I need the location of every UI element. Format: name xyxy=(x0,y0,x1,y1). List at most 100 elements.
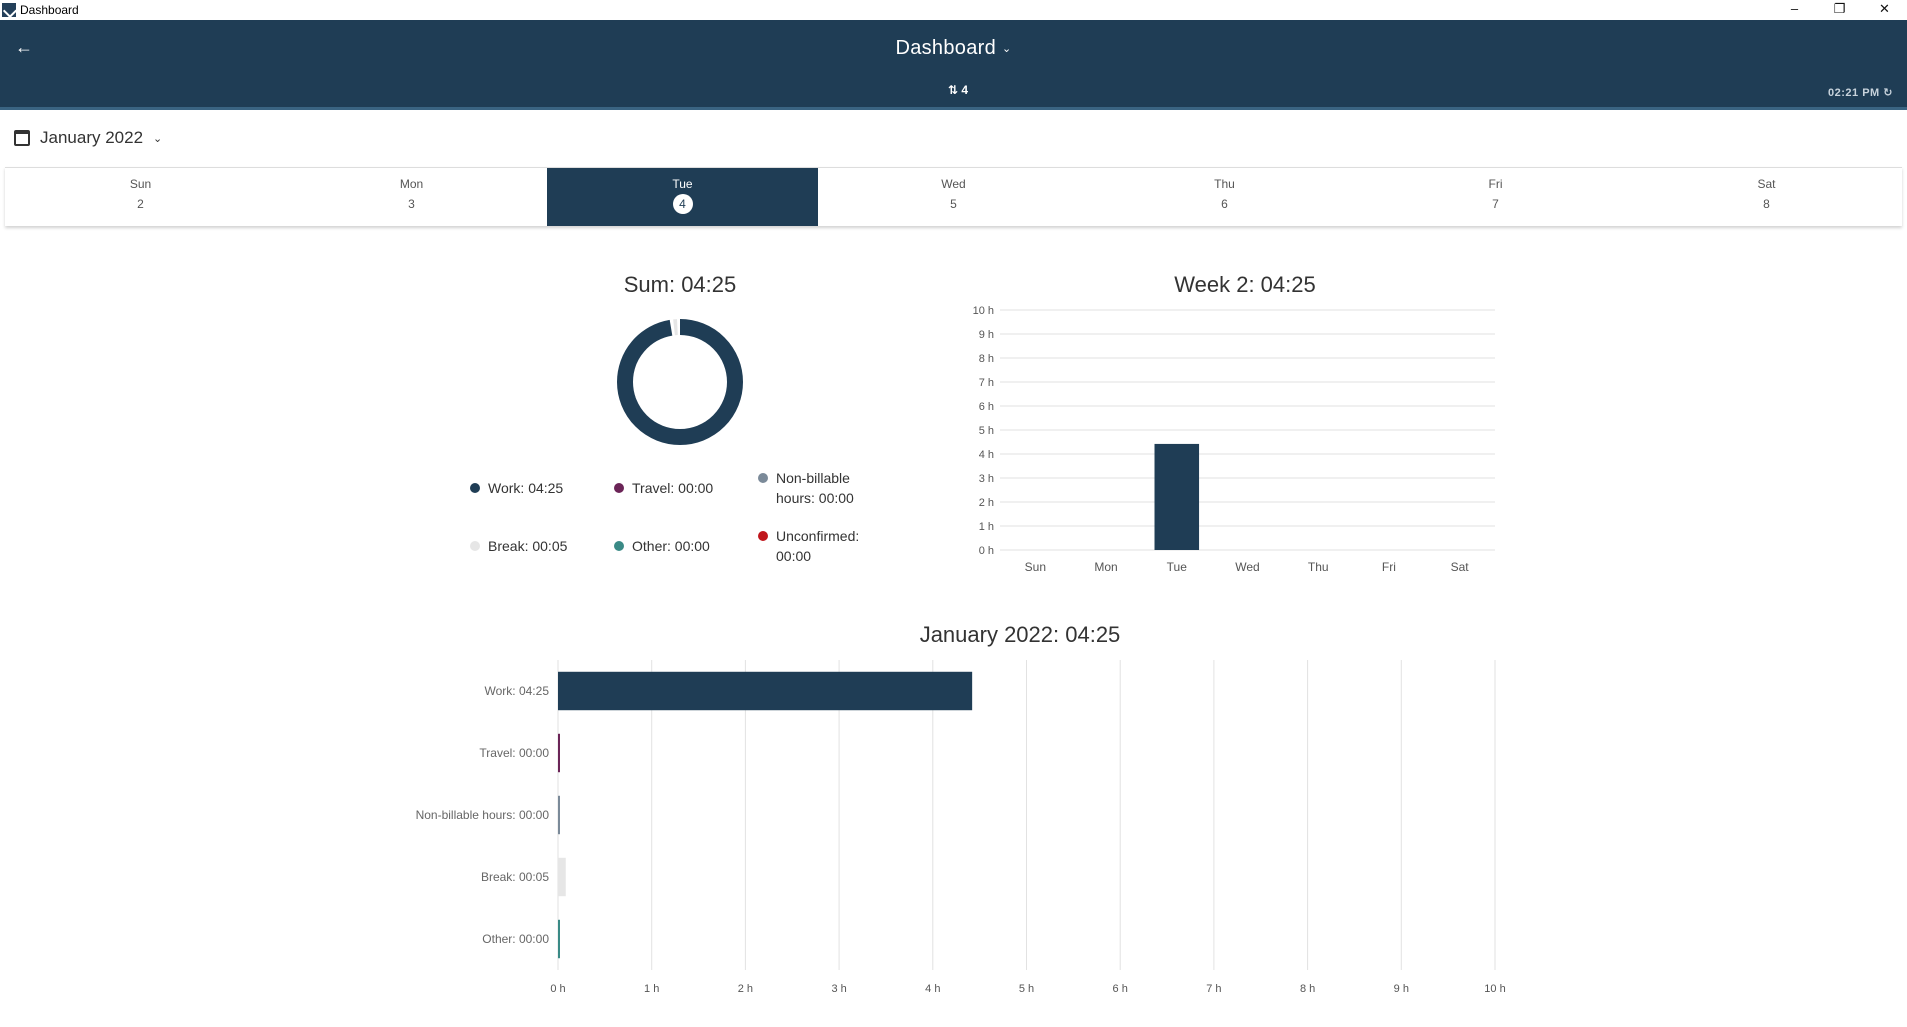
legend-label: Work: 04:25 xyxy=(488,480,564,496)
day-name: Wed xyxy=(941,177,966,191)
restore-button[interactable]: ❐ xyxy=(1833,1,1846,16)
x-tick-label: 4 h xyxy=(925,983,940,995)
app-header: ← Dashboard ⌄ ⇅ 4 02:21 PM ↻ xyxy=(0,20,1907,110)
sync-count: 4 xyxy=(961,83,969,97)
day-wed[interactable]: Wed 5 xyxy=(818,168,1089,226)
category-label: Break: 00:05 xyxy=(481,870,549,884)
legend-label: Non-billable hours: 00:00 xyxy=(776,470,854,506)
y-tick-label: 6 h xyxy=(979,401,994,413)
month-label: January 2022 xyxy=(40,128,144,147)
day-number: 5 xyxy=(950,197,957,211)
x-tick-label: 2 h xyxy=(738,983,753,995)
category-label: Other: 00:00 xyxy=(482,932,549,946)
minimize-button[interactable]: – xyxy=(1790,1,1799,16)
week-chart-title: Week 2: 04:25 xyxy=(1174,272,1316,297)
x-tick-label: Thu xyxy=(1308,560,1329,574)
y-tick-label: 1 h xyxy=(979,521,994,533)
y-tick-label: 7 h xyxy=(979,377,994,389)
legend-dot xyxy=(758,473,768,483)
legend-other: Other: 00:00 xyxy=(614,536,742,556)
x-tick-label: 0 h xyxy=(550,983,565,995)
x-tick-label: Tue xyxy=(1167,560,1188,574)
day-name: Sun xyxy=(129,177,152,191)
legend-label: Break: 00:05 xyxy=(488,538,568,554)
day-name: Tue xyxy=(672,177,693,191)
month-chart-title: January 2022: 04:25 xyxy=(919,622,1121,647)
month-bar-0[interactable] xyxy=(558,671,973,711)
month-horizontal-chart: 0 h 1 h 2 h 3 h 4 h 5 h 6 h 7 h 8 h 9 h 10 h Work: … xyxy=(416,660,1506,995)
clock-time: 02:21 PM xyxy=(1828,87,1880,99)
donut-slice-work xyxy=(617,319,743,445)
sync-status[interactable]: ⇅ 4 xyxy=(948,83,968,97)
x-tick-label: Sun xyxy=(1025,560,1046,574)
window-titlebar: Dashboard – ❐ ✕ xyxy=(0,0,1907,20)
category-label: Travel: 00:00 xyxy=(479,746,549,760)
x-tick-label: 5 h xyxy=(1019,983,1034,995)
legend-label: Unconfirmed: 00:00 xyxy=(776,528,860,564)
month-bar-2[interactable] xyxy=(558,795,560,835)
legend-travel: Travel: 00:00 xyxy=(614,478,742,498)
month-bar-4[interactable] xyxy=(558,919,560,959)
legend-work: Work: 04:25 xyxy=(470,478,598,498)
y-tick-label: 2 h xyxy=(979,497,994,509)
legend-dot xyxy=(614,541,624,551)
day-number: 3 xyxy=(408,197,415,211)
day-name: Fri xyxy=(1488,177,1503,191)
month-bar-3[interactable] xyxy=(558,857,566,897)
day-name: Thu xyxy=(1214,177,1235,191)
x-tick-label: 8 h xyxy=(1300,983,1315,995)
month-bar-1[interactable] xyxy=(558,733,560,773)
legend-label: Travel: 00:00 xyxy=(632,480,714,496)
day-fri[interactable]: Fri 7 xyxy=(1360,168,1631,226)
day-thu[interactable]: Thu 6 xyxy=(1089,168,1360,226)
calendar-icon xyxy=(14,130,30,146)
chevron-down-icon: ⌄ xyxy=(1002,43,1012,56)
y-tick-label: 10 h xyxy=(973,305,994,317)
y-tick-label: 4 h xyxy=(979,449,994,461)
day-sun[interactable]: Sun 2 xyxy=(5,168,276,226)
y-tick-label: 8 h xyxy=(979,353,994,365)
refresh-icon[interactable]: ↻ xyxy=(1883,87,1893,99)
week-bar-tue[interactable] xyxy=(1154,443,1200,550)
day-sat[interactable]: Sat 8 xyxy=(1631,168,1902,226)
week-bar-chart: 0 h 1 h 2 h 3 h 4 h 5 h 6 h 7 h 8 h 9 h 10 h Sun Mon… xyxy=(973,305,1495,574)
legend-label: Other: 00:00 xyxy=(632,538,710,554)
legend-dot xyxy=(470,483,480,493)
day-tue[interactable]: Tue 4 xyxy=(547,168,818,226)
close-button[interactable]: ✕ xyxy=(1879,1,1890,16)
day-number: 4 xyxy=(672,194,693,214)
legend-break: Break: 00:05 xyxy=(470,536,598,556)
x-tick-label: Fri xyxy=(1382,560,1396,574)
y-tick-label: 9 h xyxy=(979,329,994,341)
back-arrow-icon[interactable]: ← xyxy=(15,37,33,57)
window-controls: – ❐ ✕ xyxy=(1772,0,1907,20)
month-picker[interactable]: January 2022 ⌄ xyxy=(14,128,162,148)
x-tick-label: 1 h xyxy=(644,983,659,995)
page-title-dropdown[interactable]: Dashboard ⌄ xyxy=(0,37,1907,60)
sort-arrows-icon: ⇅ xyxy=(948,83,959,97)
day-number: 2 xyxy=(137,197,144,211)
day-mon[interactable]: Mon 3 xyxy=(276,168,547,226)
x-tick-label: 6 h xyxy=(1113,983,1128,995)
legend-dot xyxy=(758,531,768,541)
clock: 02:21 PM ↻ xyxy=(1828,86,1893,99)
day-number: 6 xyxy=(1221,197,1228,211)
legend-dot xyxy=(614,483,624,493)
donut-title: Sum: 04:25 xyxy=(623,272,737,297)
day-number: 7 xyxy=(1492,197,1499,211)
day-number: 8 xyxy=(1763,197,1770,211)
x-tick-label: 3 h xyxy=(831,983,846,995)
x-tick-label: 10 h xyxy=(1484,983,1505,995)
x-tick-label: Mon xyxy=(1094,560,1117,574)
week-day-strip: Sun 2 Mon 3 Tue 4 Wed 5 Thu 6 Fri 7 Sat 8 xyxy=(5,167,1902,226)
y-tick-label: 0 h xyxy=(979,545,994,557)
app-logo-icon xyxy=(2,3,16,17)
category-label: Work: 04:25 xyxy=(485,684,550,698)
legend-unconfirmed: Unconfirmed: 00:00 xyxy=(758,526,871,566)
day-name: Sat xyxy=(1757,177,1776,191)
x-tick-label: Sat xyxy=(1451,560,1470,574)
page-title: Dashboard xyxy=(895,37,996,59)
legend-dot xyxy=(470,541,480,551)
y-tick-label: 3 h xyxy=(979,473,994,485)
x-tick-label: 9 h xyxy=(1394,983,1409,995)
